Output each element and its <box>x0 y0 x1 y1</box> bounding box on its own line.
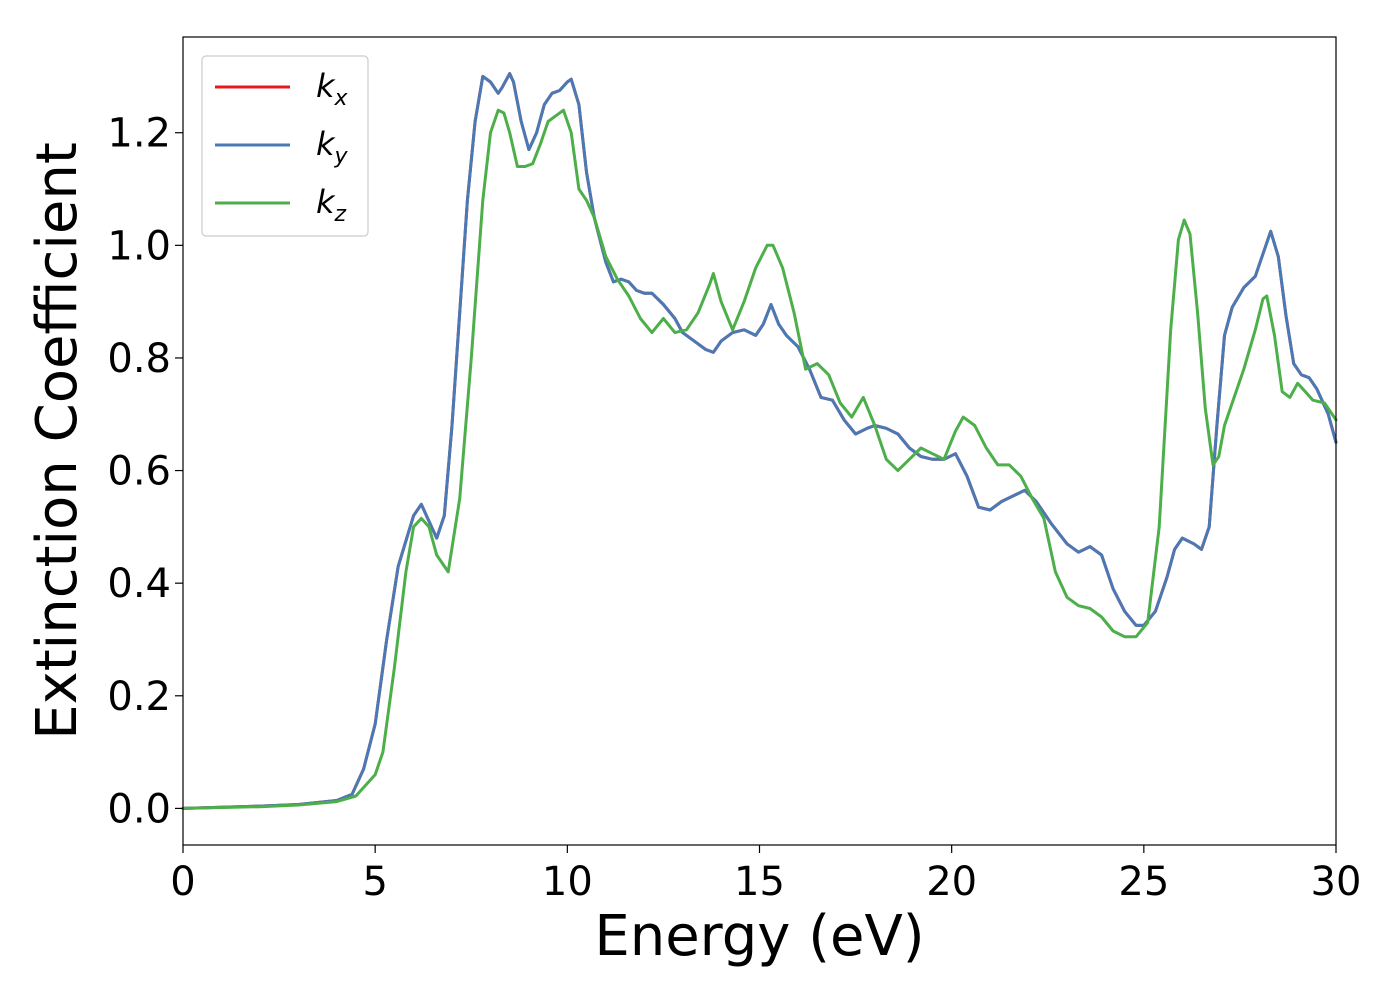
y-tick-label: 0.2 <box>107 674 171 720</box>
y-tick-label: 0.0 <box>107 786 171 832</box>
series-line-kz <box>181 108 1338 810</box>
x-tick-label: 0 <box>170 859 195 905</box>
y-tick-label: 0.8 <box>107 336 171 382</box>
x-tick-label: 25 <box>1118 859 1169 905</box>
y-tick-label: 0.6 <box>107 449 171 495</box>
x-tick-label: 20 <box>926 859 977 905</box>
y-axis-title: Extinction Coefficient <box>25 142 90 740</box>
y-tick-label: 1.0 <box>107 223 171 269</box>
x-axis: 0 5 10 15 20 25 30 <box>170 845 1361 905</box>
x-tick-label: 30 <box>1311 859 1362 905</box>
x-axis-title: Energy (eV) <box>594 904 924 969</box>
x-tick-label: 10 <box>542 859 593 905</box>
x-tick-label: 5 <box>362 859 387 905</box>
x-tick-label: 15 <box>734 859 785 905</box>
y-axis: 0.0 0.2 0.4 0.6 0.8 1.0 1.2 <box>107 111 183 832</box>
series-layer <box>181 72 1338 810</box>
y-tick-label: 1.2 <box>107 111 171 157</box>
series-line-ky <box>181 72 1338 810</box>
y-tick-label: 0.4 <box>107 561 171 607</box>
